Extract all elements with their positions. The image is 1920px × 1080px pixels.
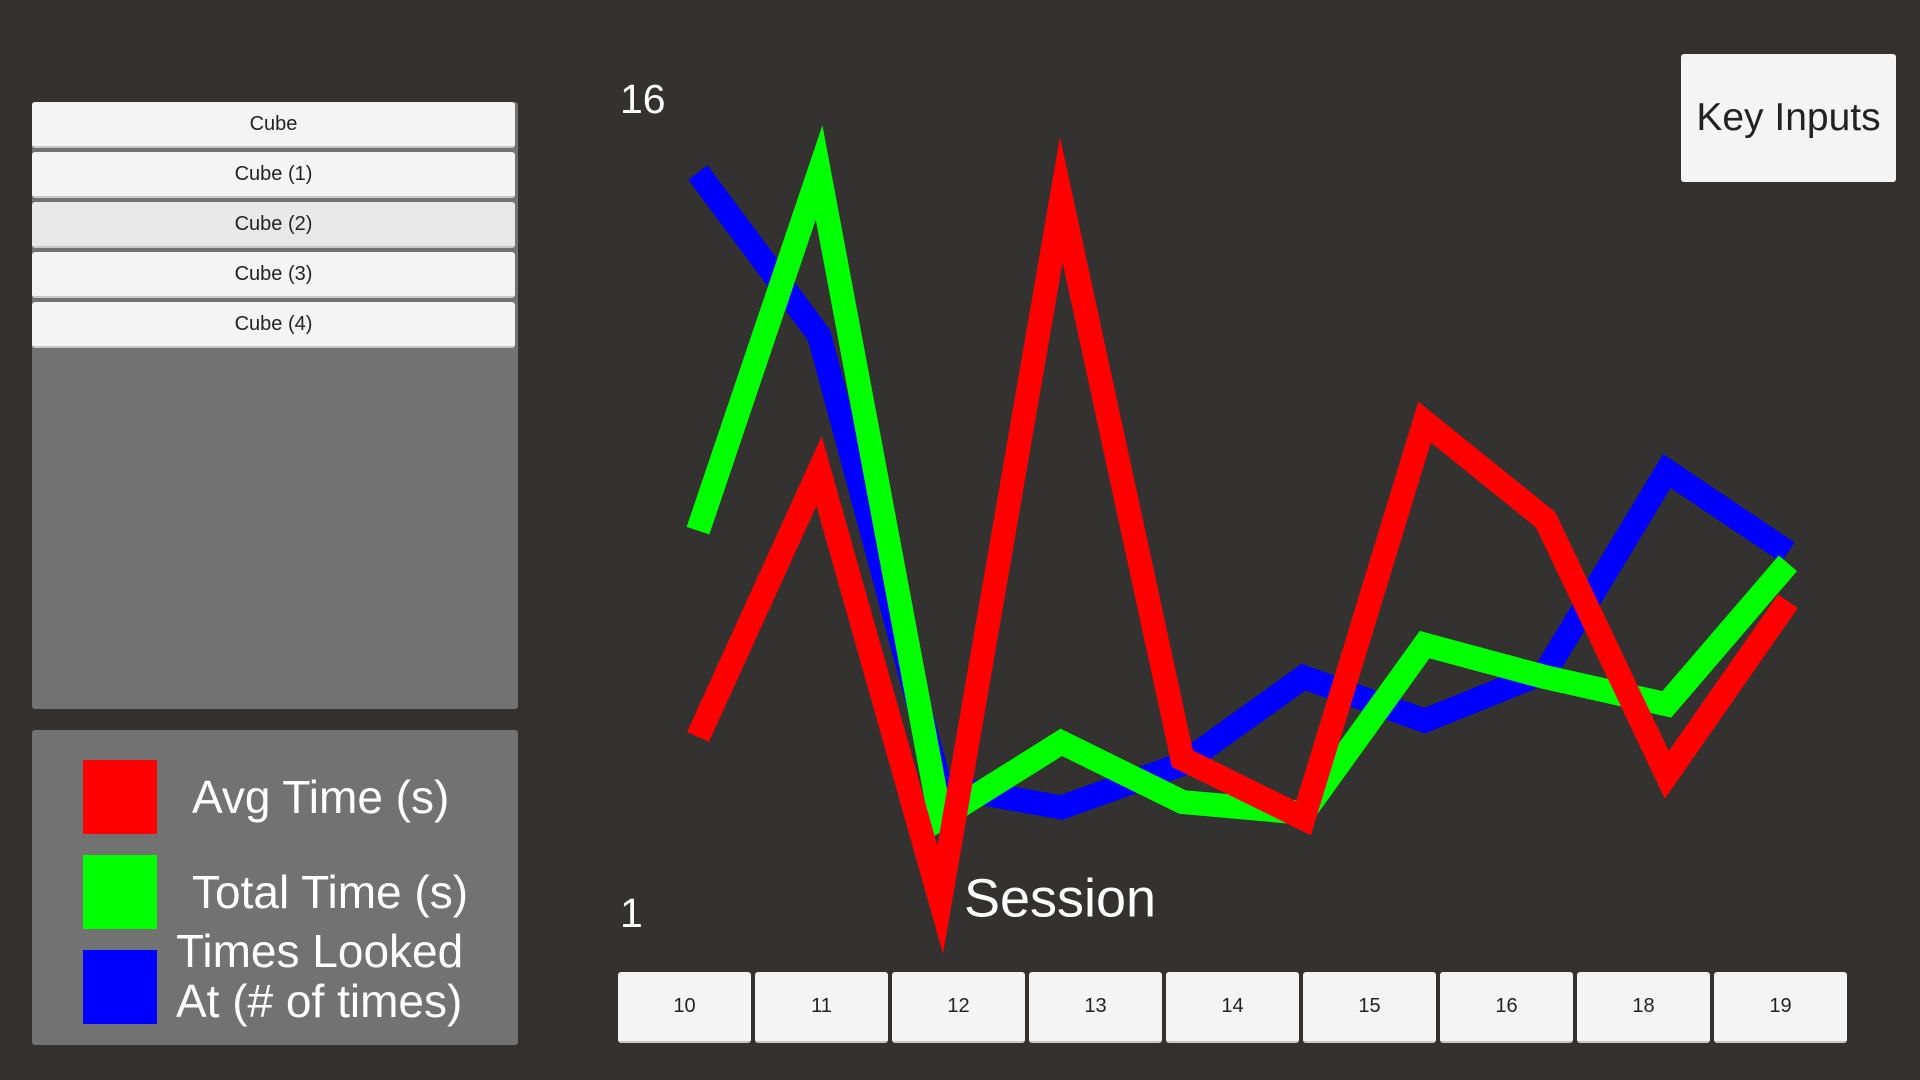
session-button[interactable]: 14 [1166,972,1299,1043]
session-button[interactable]: 13 [1029,972,1162,1043]
y-tick-label: 1 [620,890,643,936]
legend-swatch [83,950,157,1024]
session-button[interactable]: 19 [1714,972,1847,1043]
series-line [687,136,1798,954]
session-button[interactable]: 10 [618,972,751,1043]
object-button[interactable]: Cube (1) [32,152,515,198]
x-axis-label: Session [964,868,1156,928]
series-line [688,165,1795,820]
object-button[interactable]: Cube (3) [32,252,515,298]
legend-swatch [83,855,157,929]
session-button[interactable]: 12 [892,972,1025,1043]
key-inputs-button[interactable]: Key Inputs [1681,54,1896,182]
legend-label: Avg Time (s) [192,771,450,823]
object-button[interactable]: Cube (4) [32,302,515,348]
object-button[interactable]: Cube [32,102,515,148]
object-button[interactable]: Cube (2) [32,202,515,248]
session-button[interactable]: 16 [1440,972,1573,1043]
legend-label: Total Time (s) [192,866,469,918]
series-line [686,125,1798,838]
session-button[interactable]: 11 [755,972,888,1043]
y-tick-label: 16 [620,76,666,122]
session-button[interactable]: 18 [1577,972,1710,1043]
legend-swatch [83,760,157,834]
session-button[interactable]: 15 [1303,972,1436,1043]
legend-label: Times Looked At (# of times) [176,925,464,1027]
